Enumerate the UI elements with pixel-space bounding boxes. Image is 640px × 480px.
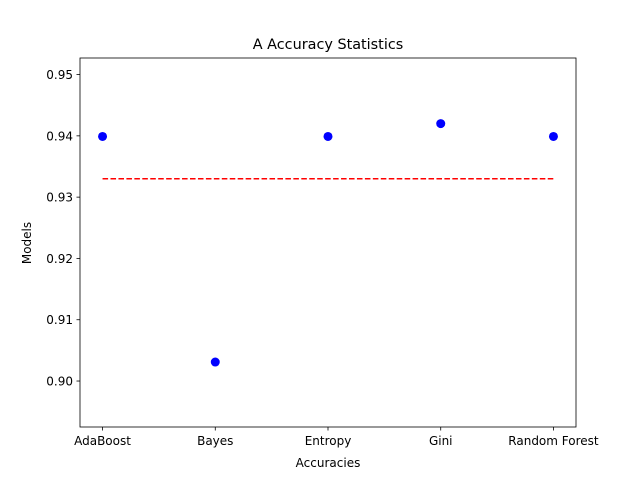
data-point-random-forest (548, 131, 558, 141)
y-tick-label: 0.94 (46, 129, 73, 143)
x-tick-label: Entropy (305, 434, 352, 448)
x-tick-label: Bayes (197, 434, 233, 448)
data-point-bayes (210, 357, 220, 367)
data-point-gini (436, 119, 446, 129)
y-tick-label: 0.95 (46, 68, 73, 82)
data-point-adaboost (98, 131, 108, 141)
y-tick-label: 0.93 (46, 191, 73, 205)
x-tick-label: Random Forest (508, 434, 599, 448)
chart-title: A Accuracy Statistics (253, 37, 403, 53)
x-axis-label: Accuracies (296, 456, 361, 470)
plot-frame (79, 57, 577, 428)
x-tick-label: AdaBoost (74, 434, 131, 448)
x-tick-label: Gini (429, 434, 453, 448)
y-tick-label: 0.92 (46, 252, 73, 266)
y-tick-label: 0.90 (46, 375, 73, 389)
y-tick-label: 0.91 (46, 313, 73, 327)
plot-area: AdaBoost Bayes Entropy Gini Random Forest 0.9… (46, 57, 599, 448)
y-axis-label: Models (20, 222, 34, 264)
data-point-entropy (323, 131, 333, 141)
